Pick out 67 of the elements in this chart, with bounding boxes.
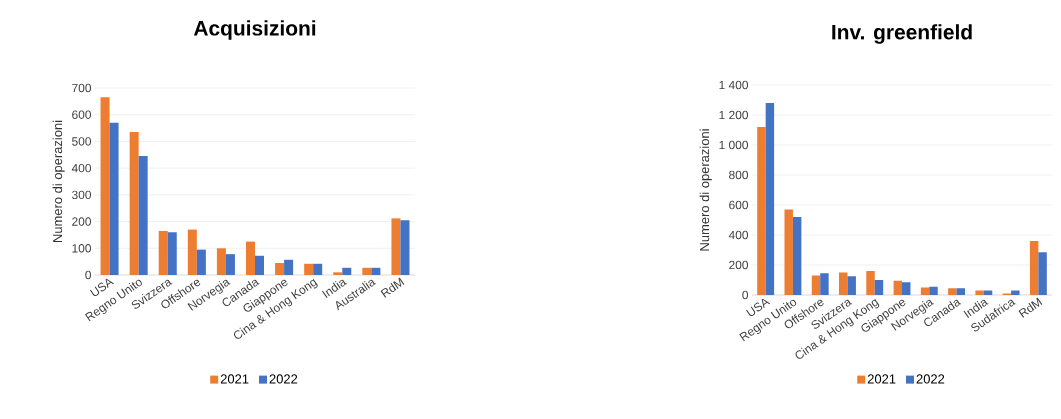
x-tick-label: USA	[89, 278, 115, 296]
legend-label: 2022	[916, 374, 945, 384]
y-tick-label: 800	[729, 170, 749, 180]
bar	[893, 280, 903, 295]
bar	[196, 249, 206, 275]
bar	[313, 263, 323, 275]
bar	[902, 282, 911, 295]
bar	[948, 288, 957, 295]
bar	[757, 127, 766, 295]
x-tick-label: USA	[746, 298, 771, 316]
bar	[820, 273, 829, 295]
bar	[138, 156, 148, 275]
y-tick-label: 500	[72, 137, 92, 146]
bar	[245, 241, 256, 275]
y-tick-label: 300	[71, 190, 92, 200]
bar	[1029, 241, 1039, 295]
bar	[167, 232, 177, 275]
bar	[333, 272, 343, 275]
bar	[255, 255, 265, 275]
bar	[1011, 290, 1020, 295]
bar	[187, 229, 197, 275]
y-tick-label: 400	[728, 230, 749, 240]
y-tick-label: 100	[72, 244, 92, 253]
bar	[158, 230, 168, 275]
bar	[765, 103, 775, 295]
chart-title: Acquisizioni	[193, 20, 316, 40]
y-tick-label: 700	[72, 83, 92, 93]
bar	[929, 286, 938, 295]
legend-label: 2021	[220, 374, 249, 384]
bar	[792, 217, 802, 295]
bar	[811, 275, 821, 295]
bar	[284, 259, 294, 275]
bar	[100, 97, 110, 275]
bar	[109, 122, 119, 275]
bar	[784, 209, 793, 295]
bar	[225, 254, 235, 275]
bar	[956, 288, 966, 295]
y-tick-label: 1 400	[719, 80, 749, 90]
y-tick-label: 400	[71, 163, 92, 173]
chart-title: Inv. greenfield	[832, 24, 972, 44]
bar	[400, 220, 410, 275]
legend-label: 2022	[269, 374, 298, 384]
y-tick-label: 600	[72, 110, 92, 119]
y-tick-label: 600	[729, 200, 749, 210]
bar	[847, 276, 856, 295]
y-tick-label: 0	[85, 270, 92, 280]
bar	[362, 267, 372, 275]
legend-label: 2021	[867, 374, 896, 384]
y-tick-label: 200	[72, 217, 92, 226]
bar	[304, 263, 314, 275]
bar	[342, 267, 352, 275]
y-tick-label: 1 200	[719, 110, 749, 120]
y-tick-label: 0	[742, 290, 749, 300]
y-axis-title: Numero di operazioni	[699, 129, 712, 251]
bar	[866, 271, 875, 295]
bar	[1038, 252, 1047, 295]
y-tick-label: 1 000	[719, 140, 749, 150]
bar	[216, 248, 226, 275]
y-axis-title: Numero di operazioni	[52, 120, 65, 242]
bar	[371, 267, 381, 275]
bar	[874, 280, 884, 295]
bar	[975, 290, 984, 295]
y-tick-label: 200	[729, 260, 749, 270]
bar	[839, 272, 848, 295]
bar	[275, 262, 285, 275]
bar	[129, 132, 139, 275]
bar	[391, 218, 401, 275]
